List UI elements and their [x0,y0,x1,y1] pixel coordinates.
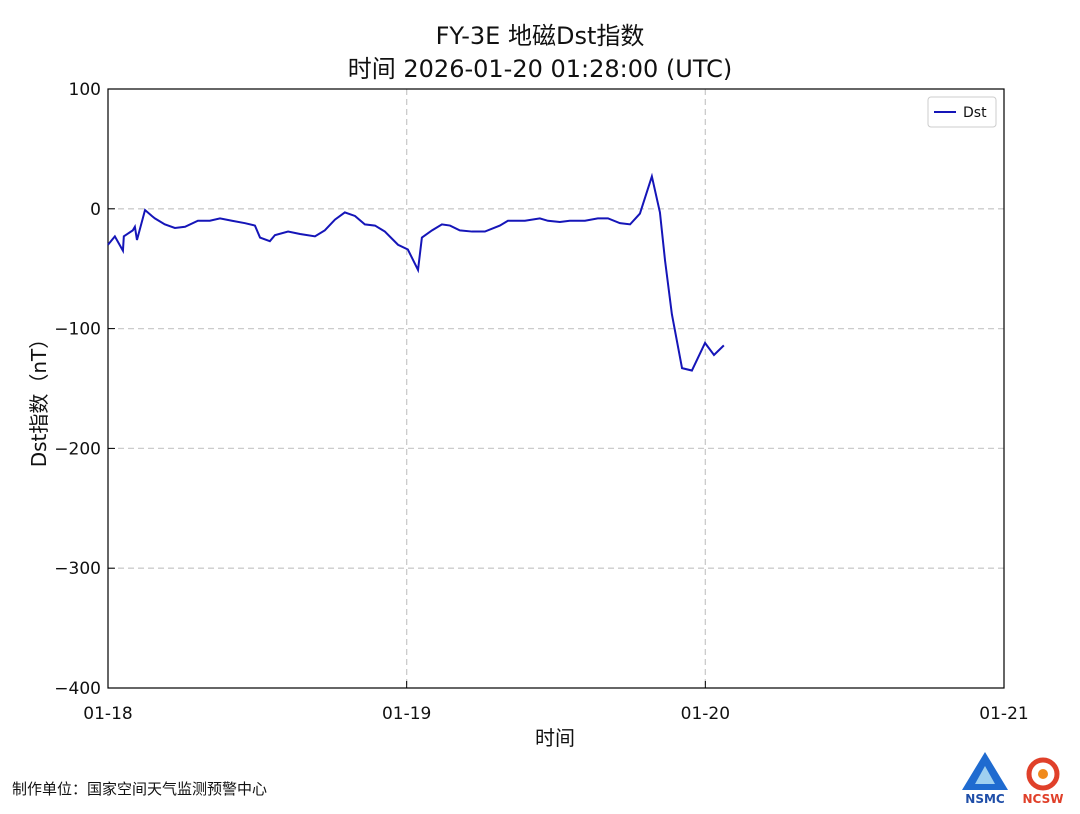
plot-frame [107,88,1005,689]
legend: Dst [927,96,997,128]
y-tick-label: −300 [54,559,101,579]
x-axis-label: 时间 [535,726,575,750]
y-tick-label: −400 [54,679,101,699]
credit: 制作单位：国家空间天气监测预警中心 [12,780,267,798]
y-axis-label: Dst指数（nT） [27,329,51,468]
x-tick-label: 01-18 [83,704,132,724]
logo-text: NCSW [1023,792,1064,806]
logo-nsmc: NSMC [962,752,1008,806]
y-tick-label: −100 [54,320,101,340]
legend-box [927,96,997,128]
logo-text: NSMC [965,792,1005,806]
x-tick-label: 01-21 [979,704,1028,724]
y-tick-label: 0 [90,200,101,220]
y-tick-label: 100 [69,80,101,100]
x-tick-label: 01-19 [382,704,431,724]
x-tick-label: 01-20 [681,704,730,724]
y-tick-label: −200 [54,439,101,459]
data-line [107,172,725,372]
chart-title: FY-3E 地磁Dst指数 [436,22,645,50]
chart-subtitle: 时间 2026-01-20 01:28:00 (UTC) [348,55,732,83]
logo-ncsw: NCSW [1023,757,1064,806]
legend-label: Dst [963,105,987,121]
